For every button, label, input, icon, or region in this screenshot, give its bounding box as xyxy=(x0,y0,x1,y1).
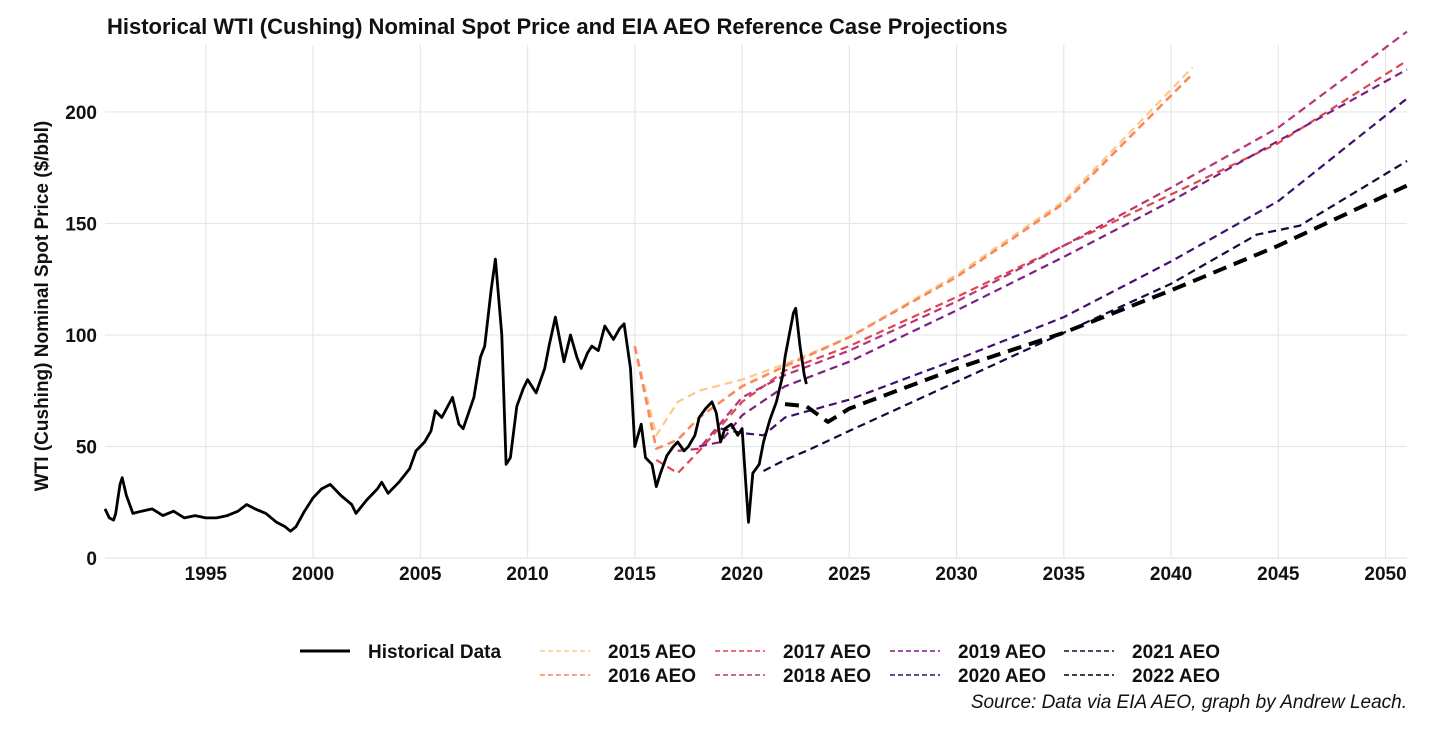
projection-series xyxy=(633,30,1408,475)
x-tick-label-2000: 2000 xyxy=(292,564,334,585)
y-tick-label-50: 50 xyxy=(76,437,97,458)
x-tick-label-2050: 2050 xyxy=(1364,564,1406,585)
x-axis-ticks: 1995 2000 2005 2010 2015 2020 2025 2030 2035 2040… xyxy=(185,564,1407,585)
x-tick-label-2020: 2020 xyxy=(721,564,763,585)
legend-label: 2016 AEO xyxy=(608,666,696,687)
x-tick-label-2010: 2010 xyxy=(506,564,548,585)
x-tick-label-2005: 2005 xyxy=(399,564,442,585)
y-tick-label-200: 200 xyxy=(65,103,97,124)
series-line-2021-aeo xyxy=(762,160,1408,472)
series-line-2020-aeo xyxy=(720,97,1408,437)
legend-label: 2019 AEO xyxy=(958,642,1046,663)
x-tick-label-2030: 2030 xyxy=(935,564,977,585)
y-tick-label-150: 150 xyxy=(65,214,97,235)
y-axis-title: WTI (Cushing) Nominal Spot Price ($/bbl) xyxy=(32,121,53,492)
legend-item-2017-aeo: 2017 AEO xyxy=(715,642,871,663)
y-axis-ticks: 0 50 100 150 200 xyxy=(65,103,97,570)
legend-label: Historical Data xyxy=(368,642,501,663)
series-line-2019-aeo xyxy=(698,68,1408,448)
x-tick-label-2035: 2035 xyxy=(1043,564,1086,585)
legend-item-historical-data: Historical Data xyxy=(300,642,501,663)
series-line-2015-aeo xyxy=(633,66,1194,437)
legend-label: 2020 AEO xyxy=(958,666,1046,687)
legend-item-2021-aeo: 2021 AEO xyxy=(1064,642,1220,663)
legend-item-2020-aeo: 2020 AEO xyxy=(890,666,1046,687)
legend-item-2015-aeo: 2015 AEO xyxy=(540,642,696,663)
legend-item-2018-aeo: 2018 AEO xyxy=(715,666,871,687)
chart-title: Historical WTI (Cushing) Nominal Spot Pr… xyxy=(107,14,1008,39)
x-tick-label-2045: 2045 xyxy=(1257,564,1300,585)
y-tick-label-0: 0 xyxy=(86,549,97,570)
legend-item-2022-aeo: 2022 AEO xyxy=(1064,666,1220,687)
legend-item-2019-aeo: 2019 AEO xyxy=(890,642,1046,663)
legend-label: 2021 AEO xyxy=(1132,642,1220,663)
y-tick-label-100: 100 xyxy=(65,326,97,347)
source-caption: Source: Data via EIA AEO, graph by Andre… xyxy=(971,692,1407,713)
x-tick-label-2025: 2025 xyxy=(828,564,871,585)
legend-item-2016-aeo: 2016 AEO xyxy=(540,666,696,687)
series-line-historical-data xyxy=(103,257,808,533)
gridlines xyxy=(105,45,1407,559)
x-tick-label-2015: 2015 xyxy=(614,564,657,585)
legend-label: 2017 AEO xyxy=(783,642,871,663)
x-tick-label-2040: 2040 xyxy=(1150,564,1192,585)
legend-label: 2015 AEO xyxy=(608,642,696,663)
legend: Historical Data 2015 AEO 2016 AEO 2017 AEO 2… xyxy=(300,642,1220,687)
series-line-2022-aeo xyxy=(784,183,1408,424)
series-line-2017-aeo xyxy=(655,59,1408,475)
legend-label: 2018 AEO xyxy=(783,666,871,687)
series-line-2016-aeo xyxy=(633,73,1194,451)
legend-label: 2022 AEO xyxy=(1132,666,1220,687)
x-tick-label-1995: 1995 xyxy=(185,564,228,585)
historical-series xyxy=(103,257,808,533)
series-line-2018-aeo xyxy=(677,30,1408,452)
